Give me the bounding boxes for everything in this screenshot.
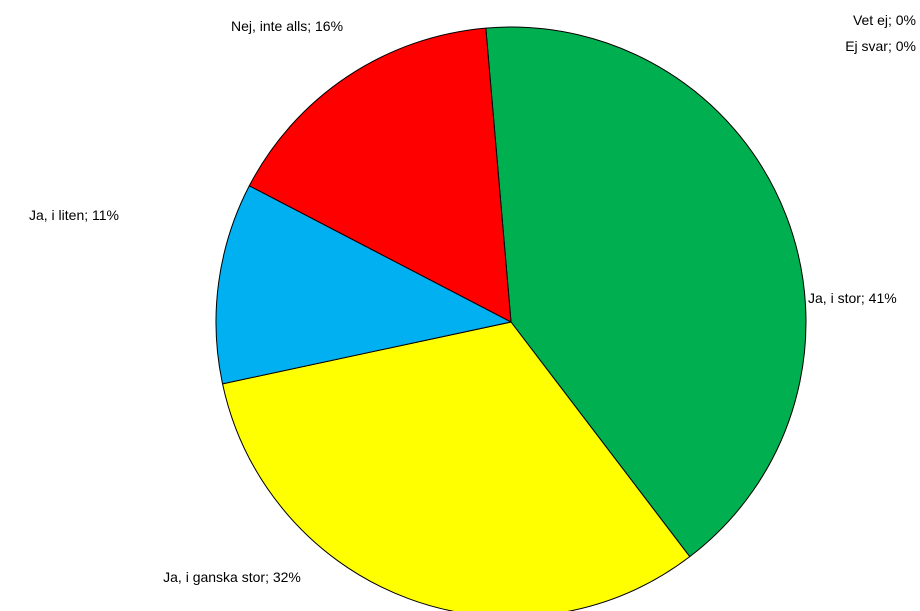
pie-slices bbox=[215, 26, 807, 611]
pie-label-ja-i-liten: Ja, i liten; 11% bbox=[29, 207, 119, 223]
pie-slice-ja-i-liten bbox=[215, 185, 512, 385]
pie-slice-nej-inte-alls bbox=[248, 27, 512, 323]
pie-label-ej-svar: Ej svar; 0% bbox=[845, 38, 916, 54]
pie-slice-ja-i-stor bbox=[485, 26, 807, 558]
pie-label-nej-inte-alls: Nej, inte alls; 16% bbox=[231, 18, 343, 34]
pie-label-vet-ej: Vet ej; 0% bbox=[853, 12, 916, 28]
pie-slice-ja-i-ganska-stor bbox=[222, 321, 691, 611]
pie-labels: Ja, i stor; 41% Ja, i ganska stor; 32% Ja,… bbox=[29, 12, 916, 585]
pie-label-ja-i-stor: Ja, i stor; 41% bbox=[808, 290, 897, 306]
pie-label-ja-i-ganska-stor: Ja, i ganska stor; 32% bbox=[163, 569, 301, 585]
